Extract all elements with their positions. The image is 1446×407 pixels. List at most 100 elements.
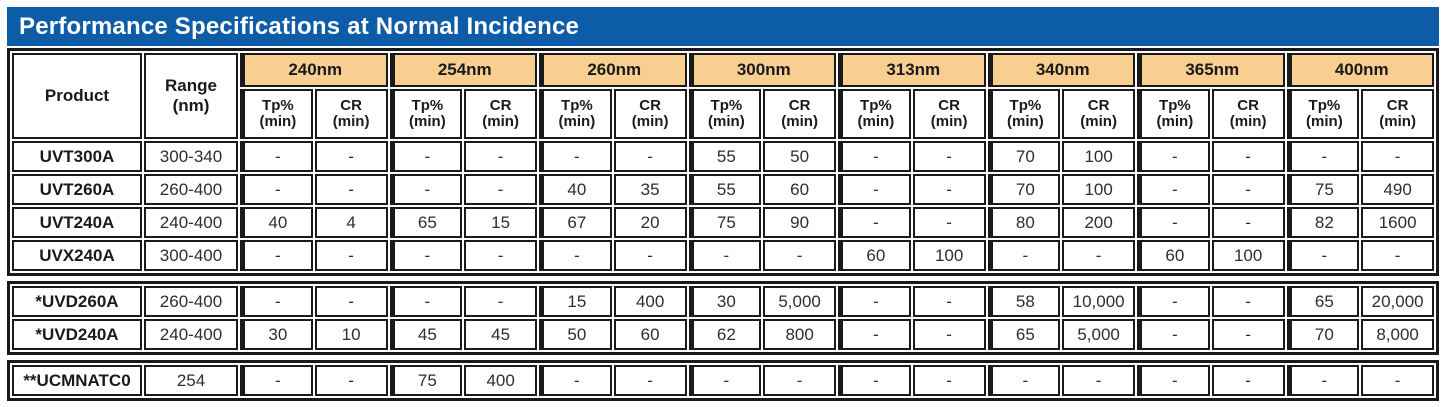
range-cell: 260-400	[144, 174, 238, 205]
value-cell: 4	[314, 207, 388, 238]
value-cell: 10	[314, 319, 388, 350]
cr-min-header-300nm: CR (min)	[763, 89, 836, 139]
value-cell: -	[912, 286, 986, 317]
cr-min-header-254nm: CR (min)	[464, 89, 537, 139]
value-cell: 65	[1286, 286, 1360, 317]
value-cell: -	[1361, 240, 1434, 271]
value-cell: -	[539, 365, 612, 396]
value-cell: -	[240, 365, 313, 396]
value-cell: -	[314, 141, 388, 172]
value-cell: -	[389, 240, 463, 271]
value-cell: 70	[1286, 319, 1360, 350]
value-cell: -	[389, 174, 463, 205]
value-cell: -	[987, 240, 1061, 271]
value-cell: -	[539, 240, 612, 271]
value-cell: 60	[613, 319, 687, 350]
product-cell: UVT300A	[12, 141, 142, 172]
value-cell: -	[464, 240, 537, 271]
value-cell: -	[314, 240, 388, 271]
value-cell: -	[1062, 365, 1135, 396]
value-cell: -	[1137, 319, 1210, 350]
value-cell: -	[314, 286, 388, 317]
value-cell: -	[912, 319, 986, 350]
spec-table-section-main: Product Range (nm) 240nm 254nm 260nm 300nm 3…	[7, 48, 1439, 276]
tp-min-header-340nm: Tp% (min)	[987, 89, 1061, 139]
value-cell: -	[1361, 141, 1434, 172]
value-cell: -	[838, 174, 911, 205]
value-cell: -	[1137, 286, 1210, 317]
value-cell: 90	[763, 207, 836, 238]
value-cell: -	[1211, 174, 1285, 205]
value-cell: 30	[240, 319, 313, 350]
spec-table-section-uvd: *UVD260A 260-400- - - -15 400 30 5,000- -58 10,00…	[7, 281, 1439, 355]
value-cell: 5,000	[1062, 319, 1135, 350]
value-cell: 75	[389, 365, 463, 396]
value-cell: -	[688, 240, 762, 271]
value-cell: -	[912, 141, 986, 172]
value-cell: 30	[688, 286, 762, 317]
value-cell: 40	[539, 174, 612, 205]
table-row: UVT300A 300-340- - - - - -55 50- -70 100- - - -	[12, 141, 1434, 172]
cr-min-header-260nm: CR (min)	[613, 89, 687, 139]
table-row: UVT260A 260-400- - - -40 35 55 60- -70 100- -75 490	[12, 174, 1434, 205]
value-cell: 20,000	[1361, 286, 1434, 317]
value-cell: -	[240, 174, 313, 205]
value-cell: -	[464, 141, 537, 172]
value-cell: 490	[1361, 174, 1434, 205]
value-cell: 80	[987, 207, 1061, 238]
cr-min-header-313nm: CR (min)	[912, 89, 986, 139]
product-cell: *UVD260A	[12, 286, 142, 317]
tp-min-header-300nm: Tp% (min)	[688, 89, 762, 139]
value-cell: -	[1361, 365, 1434, 396]
value-cell: 55	[688, 141, 762, 172]
value-cell: -	[838, 319, 911, 350]
value-cell: -	[912, 365, 986, 396]
range-column-header: Range (nm)	[144, 53, 238, 139]
value-cell: 45	[389, 319, 463, 350]
title-bar: Performance Specifications at Normal Inc…	[7, 7, 1439, 46]
product-cell: **UCMNATC0	[12, 365, 142, 396]
value-cell: 10,000	[1062, 286, 1135, 317]
value-cell: 70	[987, 141, 1061, 172]
value-cell: 35	[613, 174, 687, 205]
value-cell: 400	[464, 365, 537, 396]
value-cell: 400	[613, 286, 687, 317]
value-cell: 75	[688, 207, 762, 238]
value-cell: -	[464, 174, 537, 205]
table-row: *UVD260A 260-400- - - -15 400 30 5,000- -58 10,00…	[12, 286, 1434, 317]
value-cell: 67	[539, 207, 612, 238]
wavelength-header-400nm: 400nm	[1286, 53, 1434, 87]
value-cell: -	[1286, 240, 1360, 271]
value-cell: -	[1211, 319, 1285, 350]
tp-min-header-260nm: Tp% (min)	[539, 89, 612, 139]
wavelength-header-254nm: 254nm	[389, 53, 537, 87]
value-cell: -	[1211, 207, 1285, 238]
value-cell: 75	[1286, 174, 1360, 205]
value-cell: 55	[688, 174, 762, 205]
value-cell: 50	[539, 319, 612, 350]
page-title: Performance Specifications at Normal Inc…	[19, 13, 580, 40]
value-cell: -	[987, 365, 1061, 396]
value-cell: 60	[1137, 240, 1210, 271]
tp-min-header-254nm: Tp% (min)	[389, 89, 463, 139]
wavelength-header-260nm: 260nm	[539, 53, 687, 87]
value-cell: -	[688, 365, 762, 396]
value-cell: -	[1137, 207, 1210, 238]
wavelength-header-340nm: 340nm	[987, 53, 1135, 87]
value-cell: -	[763, 240, 836, 271]
product-cell: *UVD240A	[12, 319, 142, 350]
range-cell: 254	[144, 365, 238, 396]
value-cell: -	[240, 286, 313, 317]
value-cell: -	[1137, 141, 1210, 172]
value-cell: 1600	[1361, 207, 1434, 238]
value-cell: -	[314, 174, 388, 205]
value-cell: 15	[464, 207, 537, 238]
range-cell: 240-400	[144, 207, 238, 238]
wavelength-header-365nm: 365nm	[1137, 53, 1285, 87]
spec-table-section-ucmnatc0: **UCMNATC0 254- -75 400- - - - - - - - - - - -	[7, 360, 1439, 401]
value-cell: 20	[613, 207, 687, 238]
spec-table-main: Product Range (nm) 240nm 254nm 260nm 300nm 3…	[10, 51, 1436, 273]
table-row: UVT240A 240-400 40 4 65 15 67 20 75 90- -80 200- -82…	[12, 207, 1434, 238]
value-cell: 65	[987, 319, 1061, 350]
